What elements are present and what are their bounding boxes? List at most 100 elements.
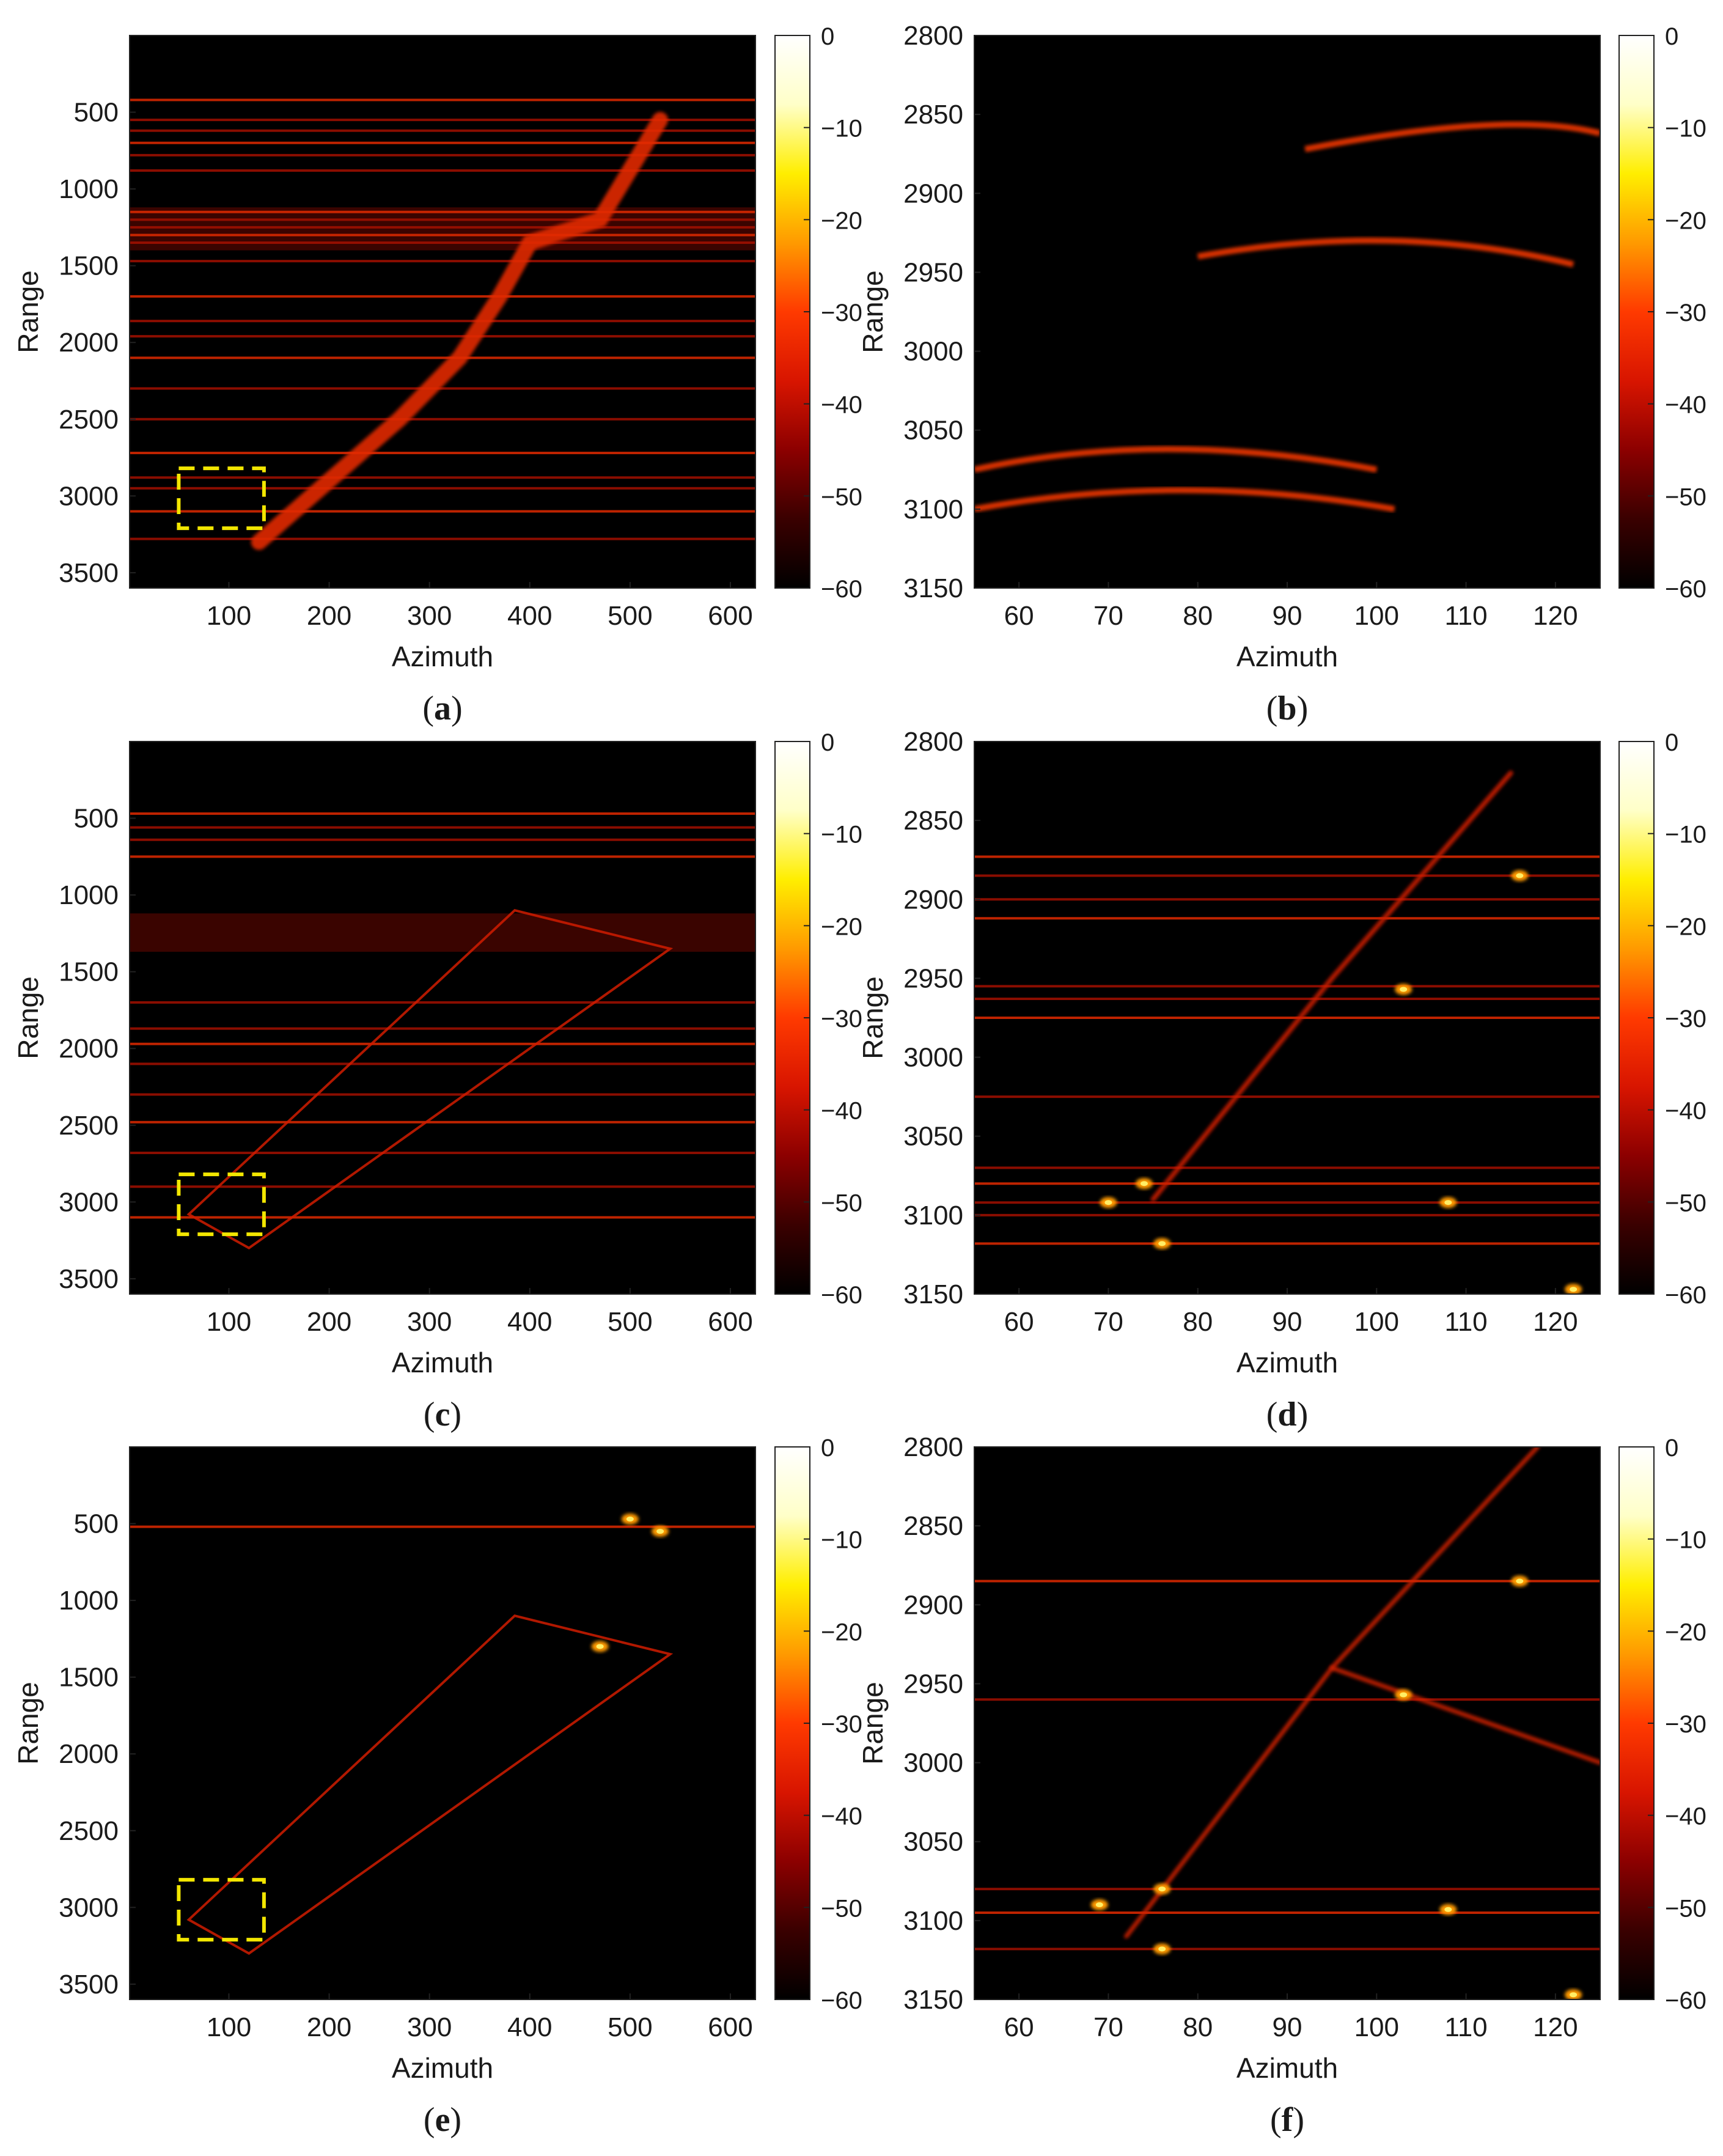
y-axis: 500 1000 1500 2000 2500 3000 3500 Range (12, 98, 136, 588)
y-tick-label: 3500 (59, 558, 119, 588)
colorbar: 0 −10 −20 −30 −40 −50 −60 (1618, 1435, 1706, 2014)
x-tick-label: 120 (1533, 1307, 1578, 1337)
subfigure-letter: e (435, 2101, 450, 2139)
scatterer-core (1400, 1692, 1408, 1698)
y-tick-label: 1000 (59, 880, 119, 910)
colorbar-tick-label: −20 (821, 913, 862, 940)
x-axis: 100 200 300 400 500 600 Azimuth (207, 1993, 753, 2084)
y-tick-label: 3000 (903, 337, 963, 367)
colorbar-tick-label: −30 (821, 300, 862, 326)
x-axis: 100 200 300 400 500 600 Azimuth (207, 1288, 753, 1378)
y-tick-label: 3000 (59, 1893, 119, 1922)
subfigure-paren: ( (424, 2101, 435, 2139)
colorbar-tick-label: −10 (1665, 822, 1706, 848)
scatterer-core (1400, 987, 1408, 992)
colorbar-tick-label: −20 (1665, 1619, 1706, 1646)
subfigure-paren: ) (450, 1396, 461, 1433)
x-tick-label: 60 (1004, 601, 1034, 631)
colorbar-tick-label: 0 (1665, 1435, 1678, 1462)
subfigure-paren: ) (450, 2101, 461, 2139)
x-tick-label: 110 (1444, 2012, 1487, 2042)
noise-band (130, 913, 755, 952)
x-tick-label: 70 (1093, 601, 1123, 631)
x-tick-label: 90 (1273, 2012, 1302, 2042)
plot-frame (129, 1446, 756, 2000)
y-tick-label: 3150 (903, 573, 963, 603)
subfigure-paren: ) (451, 690, 463, 727)
y-tick-label: 3500 (59, 1264, 119, 1294)
bright-arc (974, 487, 1395, 512)
colorbar-tick-label: −60 (1665, 1282, 1706, 1309)
heatmap-d (974, 770, 1600, 1294)
x-tick-label: 400 (507, 1307, 552, 1337)
heatmap-e (130, 1514, 755, 1955)
x-tick-label: 600 (708, 2012, 752, 2042)
y-tick-label: 2800 (903, 727, 963, 757)
y-tick-label: 2850 (903, 1511, 963, 1541)
scatterer-core (1140, 1181, 1148, 1187)
x-tick-label: 60 (1004, 2012, 1034, 2042)
y-axis-label: Range (12, 270, 44, 353)
x-tick-label: 100 (1354, 601, 1399, 631)
colorbar-tick-label: −40 (1665, 1803, 1706, 1830)
heatmap-b (974, 121, 1600, 512)
subfigure-paren: ( (424, 1396, 435, 1433)
subfigure-letter: d (1277, 1396, 1296, 1433)
colorbar-tick-label: 0 (821, 23, 834, 50)
bright-arc (974, 446, 1378, 473)
colorbar-tick-label: −50 (1665, 1895, 1706, 1922)
scatterer-core (1158, 1241, 1166, 1246)
target-trajectory (1150, 770, 1513, 1202)
roi-box (177, 1172, 266, 1237)
subfigure-letter: c (435, 1396, 450, 1433)
plot-frame (129, 35, 756, 589)
subfigure-letter: a (434, 690, 451, 727)
plot-area (974, 35, 1600, 588)
y-axis: 500 1000 1500 2000 2500 3000 3500 Range (12, 1509, 136, 2000)
x-tick-label: 90 (1273, 1307, 1302, 1337)
y-tick-label: 3150 (903, 1279, 963, 1309)
colorbar-tick-label: −60 (821, 576, 862, 603)
y-tick-label: 2500 (59, 1111, 119, 1141)
y-tick-label: 500 (74, 1509, 119, 1539)
y-tick-label: 2800 (903, 21, 963, 51)
colorbar-tick-label: −30 (821, 1711, 862, 1738)
colorbar: 0 −10 −20 −30 −40 −50 −60 (774, 729, 862, 1309)
x-tick-label: 600 (708, 1307, 752, 1337)
y-axis-label: Range (12, 1682, 44, 1765)
subfigure-label: (b) (1266, 690, 1308, 727)
target-trajectory (251, 112, 669, 550)
y-tick-label: 1500 (59, 957, 119, 987)
y-tick-label: 2950 (903, 1669, 963, 1699)
y-tick-label: 1500 (59, 251, 119, 281)
x-tick-label: 70 (1093, 2012, 1123, 2042)
panel-f: 60 70 80 90 100 110 120 Azimuth 2800 2850 2900 2950… (857, 1432, 1706, 2139)
y-tick-label: 3000 (903, 1748, 963, 1778)
subfigure-label: (a) (422, 690, 462, 727)
x-tick-label: 80 (1183, 601, 1213, 631)
scatterer-core (1516, 1578, 1524, 1584)
x-tick-label: 60 (1004, 1307, 1034, 1337)
y-tick-label: 2850 (903, 100, 963, 130)
colorbar: 0 −10 −20 −30 −40 −50 −60 (774, 1435, 862, 2014)
scatterer-core (1570, 1992, 1578, 1998)
colorbar-tick-label: −40 (821, 1098, 862, 1125)
plot-area (130, 741, 755, 1294)
x-axis-label: Azimuth (1236, 641, 1338, 672)
colorbar-tick-label: −40 (1665, 1098, 1706, 1125)
subfigure-letter: f (1282, 2101, 1294, 2139)
target-trajectory (1329, 1666, 1600, 1765)
colorbar-tick-label: −60 (821, 1987, 862, 2014)
colorbar-tick-label: −20 (1665, 913, 1706, 940)
scatterer-core (1158, 1886, 1166, 1892)
y-tick-label: 2500 (59, 1816, 119, 1846)
colorbar-tick-label: −30 (1665, 1006, 1706, 1032)
y-tick-label: 2850 (903, 806, 963, 836)
y-tick-label: 2500 (59, 405, 119, 435)
x-tick-label: 500 (608, 1307, 652, 1337)
x-tick-label: 400 (507, 601, 552, 631)
y-tick-label: 3100 (903, 1201, 963, 1231)
roi-box (177, 466, 266, 531)
y-tick-label: 2900 (903, 178, 963, 208)
